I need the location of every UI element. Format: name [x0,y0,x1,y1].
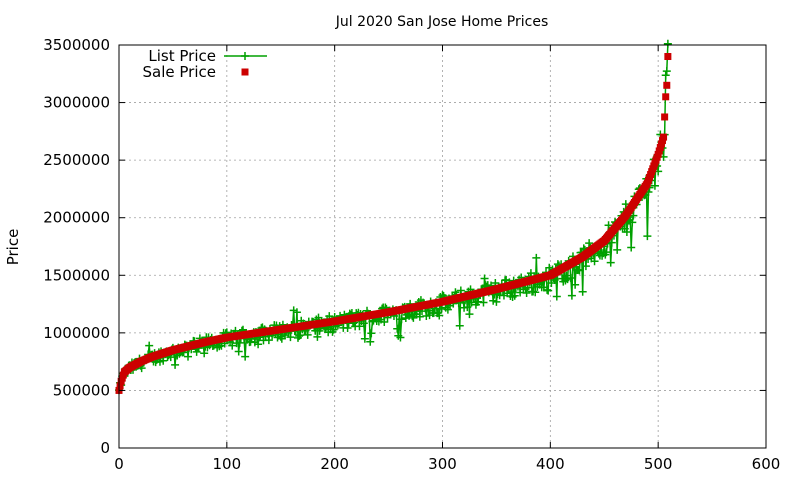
sale-price-point [664,53,672,61]
list-price-point [435,311,444,320]
y-tick-label: 1500000 [43,266,110,284]
list-price-point [510,291,519,300]
list-price-point [661,71,670,80]
list-price-point [628,218,637,227]
list-price-point [235,338,244,347]
sale-price-point [662,93,670,101]
legend-plus-list-price [241,52,249,60]
list-price-point [366,337,375,346]
list-price-point [159,356,168,365]
list-price-point [465,310,474,319]
legend: List Price Sale Price [143,47,267,81]
list-price-point [604,221,613,230]
list-price-point [360,334,369,343]
list-price-point [184,352,193,361]
list-price-point [393,324,402,333]
list-price-point [286,333,295,342]
list-price-point [296,331,305,340]
sale-price-point [661,113,669,121]
list-price-point [492,297,501,306]
y-tick-label: 500000 [53,381,110,399]
list-price-point [359,319,368,328]
list-price-point [455,321,464,330]
list-price-point [380,317,389,326]
x-tick-label: 400 [536,455,565,473]
list-price-point [531,288,540,297]
legend-label-sale-price: Sale Price [143,63,216,81]
list-price-point [264,336,273,345]
list-price-point [397,315,406,324]
y-tick-label: 0 [100,439,110,457]
list-price-point [355,322,364,331]
list-price-point [663,39,672,48]
y-tick-label: 1000000 [43,324,110,342]
sale-price-series [115,53,672,394]
list-price-point [585,239,594,248]
x-tick-label: 200 [320,455,349,473]
list-price-point [552,292,561,301]
list-price-point [295,332,304,341]
list-price-point [522,289,531,298]
list-price-point [479,298,488,307]
y-tick-label: 3500000 [43,36,110,54]
list-price-point [241,352,250,361]
y-tick-label: 2500000 [43,151,110,169]
list-price-point [613,245,622,254]
list-price-point [171,360,180,369]
legend-label-list-price: List Price [148,47,216,65]
list-price-point [367,329,376,338]
list-price-point [544,286,553,295]
list-price-point [228,341,237,350]
list-price-point [602,248,611,257]
y-tick-labels: 0 500000 1000000 1500000 2000000 2500000 30000… [43,36,110,457]
list-price-point [622,227,631,236]
list-price-point [571,280,580,289]
list-price-point [607,238,616,247]
list-price-point [396,333,405,342]
legend-marker-sale-price [241,68,249,76]
list-price-point [643,232,652,241]
y-axis-label: Price [4,229,22,266]
list-price-point [254,340,263,349]
list-price-point [627,243,636,252]
x-tick-label: 0 [114,455,124,473]
list-price-point [532,253,541,262]
sale-price-point [663,81,671,89]
list-price-point [662,67,671,76]
list-price-point [145,341,154,350]
list-price-point [480,274,489,283]
list-price-point [343,324,352,333]
x-tick-label: 600 [752,455,781,473]
chart-title: Jul 2020 San Jose Home Prices [335,14,549,30]
list-price-point [650,181,659,190]
list-price-point [562,271,571,280]
list-price-point [578,287,587,296]
x-tick-label: 100 [213,455,242,473]
legend-square-sale-price [241,68,249,76]
list-price-point [567,291,576,300]
list-price-point [234,347,243,356]
list-price-point [292,308,301,317]
list-price-point [463,303,472,312]
y-tick-label: 2000000 [43,209,110,227]
list-price-point [200,349,209,358]
list-price-point [313,332,322,341]
axis-ticks [118,44,767,449]
list-price-point [566,273,575,282]
sale-price-point [660,133,668,141]
x-tick-label: 300 [428,455,457,473]
list-price-point [606,258,615,267]
y-tick-label: 3000000 [43,94,110,112]
list-price-point [575,266,584,275]
grid [119,45,766,448]
list-price-point [581,262,590,271]
x-tick-labels: 0 100 200 300 400 500 600 [114,455,780,473]
legend-marker-list-price [224,52,267,60]
list-price-point [303,330,312,339]
list-price-point [590,257,599,266]
x-tick-label: 500 [644,455,673,473]
sale-price-point [116,382,124,390]
